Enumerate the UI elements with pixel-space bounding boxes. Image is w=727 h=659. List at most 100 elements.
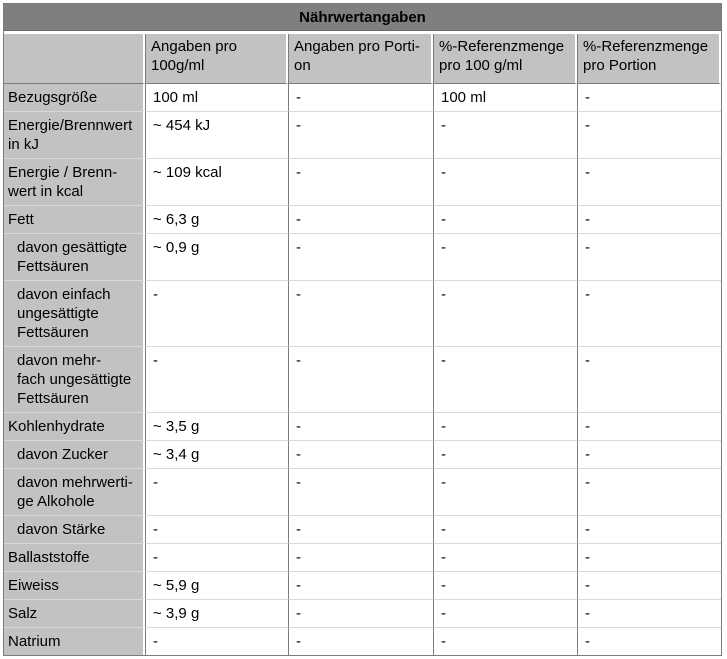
value-cell: - (433, 516, 577, 544)
value-cell: - (433, 628, 577, 655)
table-row: Energie / Brenn- wert in kcal ~ 109 kcal -… (4, 159, 721, 206)
value-cell: - (288, 544, 433, 572)
row-label: Energie / Brenn- wert in kcal (4, 159, 145, 206)
value-cell: - (433, 281, 577, 347)
value-cell: ~ 6,3 g (145, 206, 288, 234)
value-cell: - (145, 469, 288, 516)
value-cell: - (433, 347, 577, 413)
value-cell: - (577, 572, 721, 600)
value-cell: - (577, 234, 721, 281)
value-cell: ~ 454 kJ (145, 112, 288, 159)
value-cell: - (288, 572, 433, 600)
table-row: Eiweiss ~ 5,9 g--- (4, 572, 721, 600)
row-label: Bezugsgröße (4, 84, 145, 112)
table-row: Bezugsgröße 100 ml -100 ml - (4, 84, 721, 112)
column-header-row: Angaben pro 100g/ml Angaben pro Porti- on… (4, 34, 721, 84)
value-cell: - (577, 347, 721, 413)
row-label: Ballaststoffe (4, 544, 145, 572)
value-cell: - (433, 544, 577, 572)
table-row: Fett ~ 6,3 g--- (4, 206, 721, 234)
table-row: davon Stärke - - - - (4, 516, 721, 544)
value-cell: - (288, 413, 433, 441)
row-label: Kohlenhydrate (4, 413, 145, 441)
value-cell: - (288, 628, 433, 655)
value-cell: - (433, 234, 577, 281)
value-cell: - (577, 600, 721, 628)
value-cell: ~ 5,9 g (145, 572, 288, 600)
row-label: Eiweiss (4, 572, 145, 600)
value-cell: - (577, 441, 721, 469)
value-cell: - (288, 600, 433, 628)
value-cell: - (577, 281, 721, 347)
table-row: Natrium - - - - (4, 628, 721, 655)
value-cell: - (433, 159, 577, 206)
table-title: Nährwertangaben (4, 4, 721, 34)
value-cell: - (577, 206, 721, 234)
value-cell: 100 ml (145, 84, 288, 112)
row-label: Natrium (4, 628, 145, 655)
nutrition-table: Nährwertangaben Angaben pro 100g/ml Angab… (3, 3, 722, 656)
row-label: davon Stärke (4, 516, 145, 544)
value-cell: - (288, 281, 433, 347)
row-label: Salz (4, 600, 145, 628)
table-row: Kohlenhydrate ~ 3,5 g--- (4, 413, 721, 441)
value-cell: - (145, 281, 288, 347)
value-cell: ~ 3,4 g (145, 441, 288, 469)
table-row: davon mehr- fach ungesättigte Fettsäuren… (4, 347, 721, 413)
table-row: Ballaststoffe - - - - (4, 544, 721, 572)
table-row: davon einfach ungesättigte Fettsäuren - - -… (4, 281, 721, 347)
value-cell: - (145, 544, 288, 572)
table-row: davon gesättigte Fettsäuren ~ 0,9 g--- (4, 234, 721, 281)
value-cell: ~ 109 kcal (145, 159, 288, 206)
value-cell: - (288, 159, 433, 206)
value-cell: 100 ml (433, 84, 577, 112)
value-cell: - (577, 516, 721, 544)
corner-cell (4, 34, 145, 84)
value-cell: ~ 0,9 g (145, 234, 288, 281)
value-cell: - (577, 413, 721, 441)
value-cell: - (145, 347, 288, 413)
table-row: davon Zucker ~ 3,4 g--- (4, 441, 721, 469)
row-label: Energie/Brennwert in kJ (4, 112, 145, 159)
value-cell: - (145, 516, 288, 544)
table-row: Salz ~ 3,9 g--- (4, 600, 721, 628)
value-cell: - (288, 112, 433, 159)
value-cell: - (288, 441, 433, 469)
value-cell: - (433, 469, 577, 516)
value-cell: - (433, 413, 577, 441)
row-label: Fett (4, 206, 145, 234)
value-cell: - (577, 469, 721, 516)
table-row: Energie/Brennwert in kJ ~ 454 kJ - - - (4, 112, 721, 159)
value-cell: - (288, 516, 433, 544)
value-cell: - (288, 347, 433, 413)
row-label: davon einfach ungesättigte Fettsäuren (4, 281, 145, 347)
value-cell: - (577, 84, 721, 112)
value-cell: - (288, 84, 433, 112)
column-header: %-Referenzmenge pro 100 g/ml (433, 34, 577, 84)
value-cell: - (433, 441, 577, 469)
value-cell: - (577, 628, 721, 655)
table-row: davon mehrwerti- ge Alkohole - - - - (4, 469, 721, 516)
value-cell: - (433, 572, 577, 600)
value-cell: - (145, 628, 288, 655)
column-header: %-Referenzmenge pro Portion (577, 34, 721, 84)
value-cell: - (577, 159, 721, 206)
column-header: Angaben pro 100g/ml (145, 34, 288, 84)
value-cell: - (577, 544, 721, 572)
value-cell: - (433, 206, 577, 234)
row-label: davon gesättigte Fettsäuren (4, 234, 145, 281)
value-cell: - (288, 206, 433, 234)
value-cell: ~ 3,5 g (145, 413, 288, 441)
value-cell: - (433, 600, 577, 628)
row-label: davon mehr- fach ungesättigte Fettsäuren (4, 347, 145, 413)
column-header: Angaben pro Porti- on (288, 34, 433, 84)
row-label: davon Zucker (4, 441, 145, 469)
value-cell: - (288, 234, 433, 281)
value-cell: - (577, 112, 721, 159)
value-cell: ~ 3,9 g (145, 600, 288, 628)
value-cell: - (433, 112, 577, 159)
value-cell: - (288, 469, 433, 516)
row-label: davon mehrwerti- ge Alkohole (4, 469, 145, 516)
title-row: Nährwertangaben (4, 4, 721, 34)
